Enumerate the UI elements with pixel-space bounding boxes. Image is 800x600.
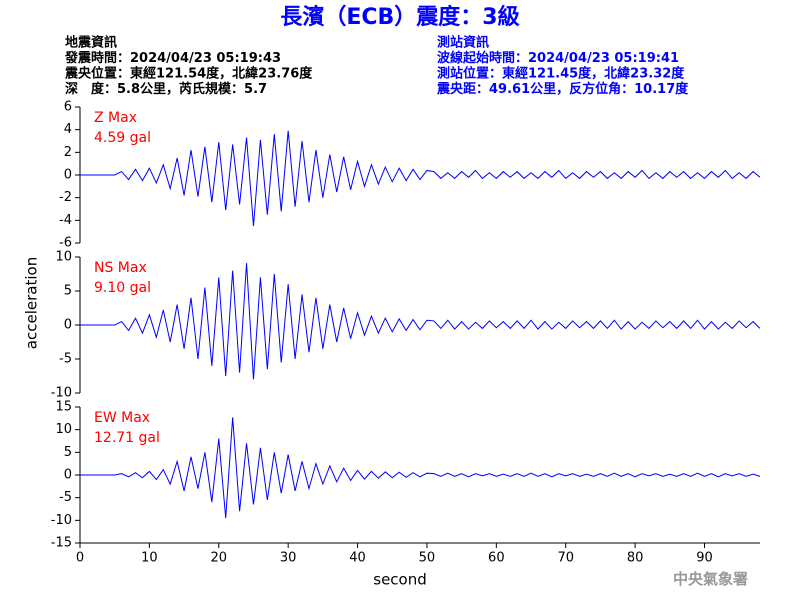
y-axis-label: acceleration	[23, 257, 41, 349]
y-tick-label: 10	[55, 422, 72, 437]
x-tick-label: 80	[627, 551, 644, 566]
x-tick-label: 50	[419, 551, 436, 566]
channel-label: NS Max	[94, 260, 147, 276]
y-tick-label: 2	[64, 145, 72, 160]
event-info: 地震資訊	[65, 35, 117, 51]
y-tick-label: -5	[59, 490, 72, 505]
event-info: 發震時間：2024/04/23 05:19:43	[64, 50, 281, 66]
footer: 中央氣象署	[673, 570, 748, 588]
x-tick-label: 10	[141, 551, 158, 566]
y-tick-label: 5	[64, 284, 72, 299]
event-info: 震央位置：東經121.54度，北緯23.76度	[64, 66, 313, 82]
peak-label: 9.10 gal	[94, 280, 151, 296]
y-tick-label: 10	[55, 250, 72, 265]
channel-label: EW Max	[94, 410, 150, 426]
y-tick-label: -15	[51, 536, 72, 551]
y-tick-label: 0	[64, 168, 72, 183]
station-info: 波線起始時間：2024/04/23 05:19:41	[437, 50, 679, 66]
y-tick-label: -4	[59, 213, 72, 228]
y-tick-label: -2	[59, 190, 72, 205]
y-tick-label: -10	[51, 513, 72, 528]
y-tick-label: -6	[59, 236, 72, 251]
x-tick-label: 0	[76, 551, 84, 566]
station-info: 測站資訊	[437, 35, 489, 51]
peak-label: 12.71 gal	[94, 430, 160, 446]
y-tick-label: 15	[55, 400, 72, 415]
x-tick-label: 20	[211, 551, 228, 566]
peak-label: 4.59 gal	[94, 130, 151, 146]
y-tick-label: 0	[64, 318, 72, 333]
x-tick-label: 60	[488, 551, 505, 566]
waveform	[80, 263, 761, 380]
title: 長濱（ECB）震度：3級	[280, 4, 519, 30]
y-tick-label: 0	[64, 468, 72, 483]
y-tick-label: 5	[64, 445, 72, 460]
x-tick-label: 30	[280, 551, 297, 566]
y-tick-label: -10	[51, 386, 72, 401]
y-tick-label: 6	[64, 100, 72, 115]
y-tick-label: 4	[64, 122, 72, 137]
x-tick-label: 90	[696, 551, 713, 566]
y-tick-label: -5	[59, 352, 72, 367]
x-tick-label: 70	[557, 551, 574, 566]
station-info: 測站位置：東經121.45度，北緯23.32度	[437, 66, 685, 82]
x-axis-label: second	[373, 571, 427, 589]
station-info: 震央距：49.61公里，反方位角：10.17度	[436, 81, 689, 97]
channel-label: Z Max	[94, 110, 137, 126]
waveform	[80, 417, 761, 519]
event-info: 深 度：5.8公里，芮氏規模：5.7	[65, 81, 267, 97]
waveform	[80, 130, 761, 227]
x-tick-label: 40	[349, 551, 366, 566]
